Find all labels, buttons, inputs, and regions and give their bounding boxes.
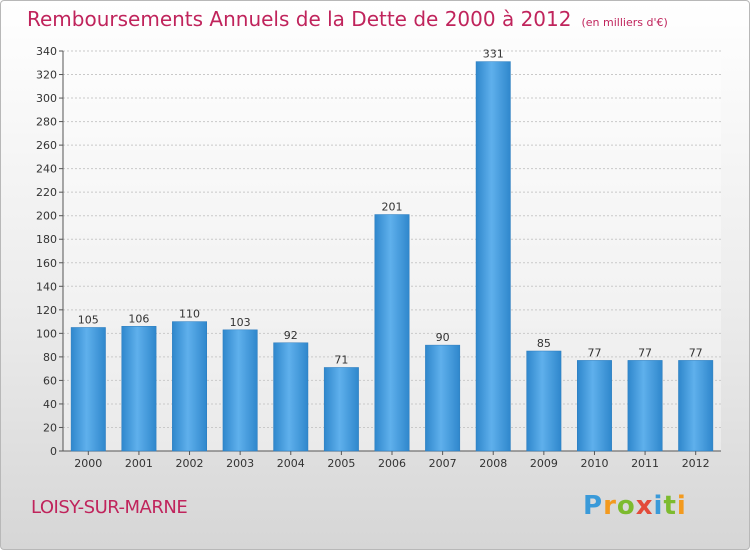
bar-value-label: 331 <box>483 48 504 61</box>
location-name: LOISY-SUR-MARNE <box>31 497 188 518</box>
bar-value-label: 103 <box>230 316 251 329</box>
y-tick-label: 180 <box>36 233 57 246</box>
x-tick-label: 2004 <box>277 457 305 470</box>
x-tick-label: 2002 <box>176 457 204 470</box>
y-tick-label: 320 <box>36 69 57 82</box>
bar-value-label: 201 <box>382 201 403 214</box>
bar-2005 <box>323 367 359 452</box>
y-tick-label: 120 <box>36 304 57 317</box>
x-tick-label: 2011 <box>631 457 659 470</box>
y-tick-label: 300 <box>36 92 57 105</box>
x-tick-label: 2008 <box>479 457 507 470</box>
bar-value-label: 77 <box>689 346 703 359</box>
bar-2006 <box>374 214 410 452</box>
y-tick-label: 280 <box>36 116 57 129</box>
bar-2001 <box>121 326 157 452</box>
y-tick-label: 160 <box>36 257 57 270</box>
x-tick-label: 2010 <box>580 457 608 470</box>
y-tick-label: 220 <box>36 186 57 199</box>
y-tick-label: 340 <box>36 45 57 58</box>
x-tick-label: 2007 <box>429 457 457 470</box>
bar-2002 <box>172 321 207 452</box>
bar-2000 <box>70 327 106 452</box>
y-tick-label: 0 <box>50 445 57 458</box>
chart-subtitle: (en milliers d'€) <box>581 16 668 29</box>
bar-value-label: 90 <box>436 331 450 344</box>
bar-value-label: 92 <box>284 329 298 342</box>
y-tick-label: 60 <box>43 374 57 387</box>
x-tick-label: 2009 <box>530 457 558 470</box>
proxiti-logo: Proxiti <box>583 491 687 521</box>
bar-value-label: 77 <box>587 346 601 359</box>
chart-title: Remboursements Annuels de la Dette de 20… <box>27 7 668 31</box>
y-tick-label: 20 <box>43 421 57 434</box>
y-tick-label: 100 <box>36 327 57 340</box>
bar-value-label: 106 <box>128 312 149 325</box>
bar-2012 <box>678 360 714 452</box>
x-tick-label: 2000 <box>74 457 102 470</box>
bar-value-label: 110 <box>179 308 200 321</box>
bar-value-label: 77 <box>638 346 652 359</box>
bar-value-label: 85 <box>537 337 551 350</box>
y-tick-label: 80 <box>43 351 57 364</box>
bar-2008 <box>475 61 511 452</box>
chart-title-text: Remboursements Annuels de la Dette de 20… <box>27 7 572 31</box>
y-tick-label: 40 <box>43 398 57 411</box>
bar-value-label: 71 <box>334 353 348 366</box>
bar-2004 <box>273 342 309 452</box>
bar-2003 <box>222 329 258 452</box>
x-tick-label: 2005 <box>327 457 355 470</box>
bar-value-label: 105 <box>78 313 99 326</box>
y-tick-label: 260 <box>36 139 57 152</box>
y-tick-label: 200 <box>36 210 57 223</box>
bar-chart: 0 20 40 60 80 100 120 140 160 180 200 220 240 260 280 3… <box>36 45 721 470</box>
x-tick-label: 2006 <box>378 457 406 470</box>
bar-2010 <box>577 360 612 452</box>
bar-2011 <box>627 360 663 452</box>
bar-2009 <box>526 350 562 452</box>
bar-2007 <box>425 344 461 452</box>
y-tick-label: 240 <box>36 163 57 176</box>
x-tick-label: 2001 <box>125 457 153 470</box>
y-tick-label: 140 <box>36 280 57 293</box>
x-tick-label: 2012 <box>682 457 710 470</box>
x-tick-label: 2003 <box>226 457 254 470</box>
